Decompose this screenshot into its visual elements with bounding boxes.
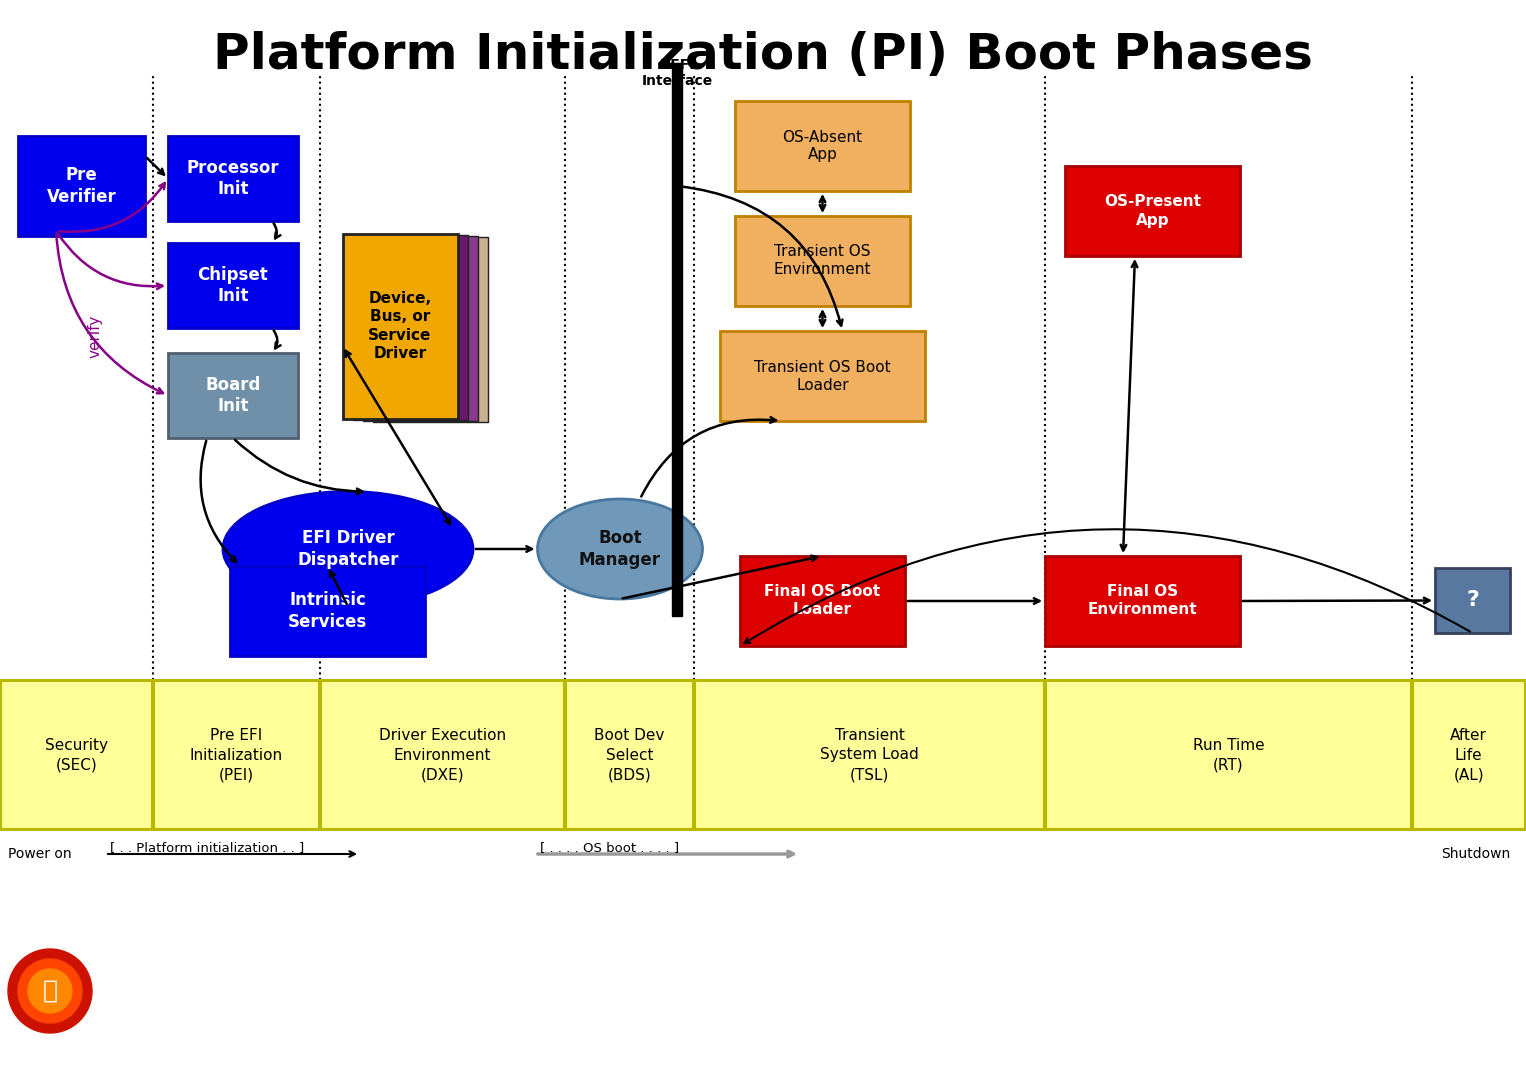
Bar	[154, 681, 319, 829]
Bar	[2, 680, 1524, 830]
Text: Board
Init: Board Init	[206, 376, 261, 415]
Bar	[353, 235, 467, 420]
Text: Transient OS Boot
Loader: Transient OS Boot Loader	[754, 359, 891, 393]
Text: Pre EFI
Initialization
(PEI): Pre EFI Initialization (PEI)	[189, 727, 284, 782]
Bar	[168, 243, 298, 328]
Text: Driver Execution
Environment
(DXE): Driver Execution Environment (DXE)	[378, 727, 507, 782]
Text: verify: verify	[87, 314, 102, 357]
Text: OS-Present
App: OS-Present App	[1103, 195, 1201, 227]
Text: Device,
Bus, or
Service
Driver: Device, Bus, or Service Driver	[368, 291, 432, 362]
Text: EFI Driver
Dispatcher: EFI Driver Dispatcher	[298, 529, 398, 569]
Text: Boot
Manager: Boot Manager	[578, 529, 661, 569]
Bar	[322, 681, 563, 829]
Text: Transient
System Load
(TSL): Transient System Load (TSL)	[821, 727, 919, 782]
Bar	[1434, 568, 1511, 633]
Text: [ . . . . OS boot . . . . ]: [ . . . . OS boot . . . . ]	[540, 841, 679, 854]
Text: After
Life
(AL): After Life (AL)	[1450, 727, 1488, 782]
Bar	[566, 681, 693, 829]
Ellipse shape	[537, 499, 702, 599]
Bar	[168, 136, 298, 221]
Bar	[1047, 681, 1410, 829]
Text: ⏻: ⏻	[43, 979, 58, 1003]
Bar	[168, 353, 298, 438]
Bar	[736, 101, 909, 192]
Bar	[1413, 681, 1524, 829]
Text: Final OS
Environment: Final OS Environment	[1088, 584, 1198, 618]
Text: Security
(SEC): Security (SEC)	[44, 738, 108, 773]
Bar	[230, 566, 426, 656]
Text: Chipset
Init: Chipset Init	[198, 266, 269, 306]
Bar	[1065, 166, 1241, 256]
Bar	[740, 556, 905, 646]
Bar	[18, 136, 145, 236]
Text: [ . . Platform initialization . . ]: [ . . Platform initialization . . ]	[110, 841, 304, 854]
Text: Boot Dev
Select
(BDS): Boot Dev Select (BDS)	[594, 727, 665, 782]
Text: ?: ?	[1466, 591, 1479, 610]
Text: Transient OS
Environment: Transient OS Environment	[774, 244, 871, 278]
Circle shape	[8, 949, 92, 1033]
Bar	[736, 216, 909, 306]
Text: Platform Initialization (PI) Boot Phases: Platform Initialization (PI) Boot Phases	[214, 31, 1312, 79]
Text: OS-Absent
App: OS-Absent App	[783, 129, 862, 162]
Bar	[342, 233, 458, 419]
Bar	[696, 681, 1044, 829]
Bar	[720, 331, 925, 421]
Bar	[363, 236, 478, 421]
Circle shape	[18, 959, 82, 1023]
Bar	[671, 66, 682, 615]
Text: Run Time
(RT): Run Time (RT)	[1193, 738, 1264, 773]
Text: Final OS Boot
Loader: Final OS Boot Loader	[765, 584, 881, 618]
Text: Pre
Verifier: Pre Verifier	[47, 167, 116, 206]
Text: Shutdown: Shutdown	[1441, 847, 1511, 861]
Bar	[1045, 556, 1241, 646]
Circle shape	[27, 969, 72, 1013]
Text: Processor
Init: Processor Init	[186, 159, 279, 198]
Text: Intrinsic
Services: Intrinsic Services	[288, 591, 368, 631]
Text: UEFI
Interface: UEFI Interface	[641, 58, 713, 88]
Text: Power on: Power on	[8, 847, 72, 861]
Bar	[372, 237, 487, 422]
Ellipse shape	[223, 492, 473, 607]
Bar	[2, 681, 151, 829]
